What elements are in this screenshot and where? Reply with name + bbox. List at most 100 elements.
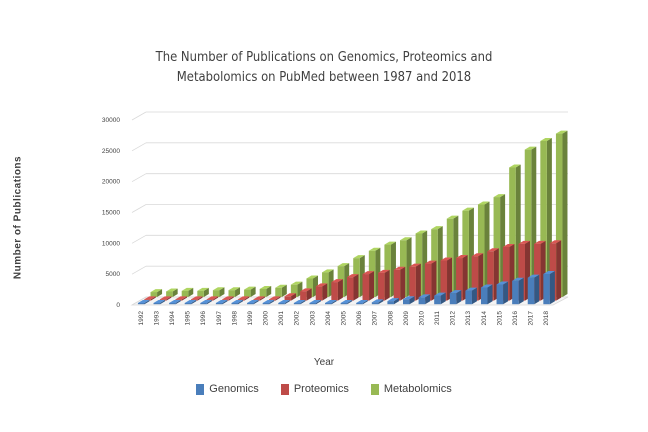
bar-genomics xyxy=(262,303,270,305)
gridline-side xyxy=(131,204,147,213)
gridline-side xyxy=(131,265,147,275)
bar-proteomics xyxy=(300,291,307,301)
bar-metabolomics-top xyxy=(555,130,568,134)
bar-genomics-top xyxy=(434,292,446,296)
legend: Genomics Proteomics Metabolomics xyxy=(0,383,648,395)
bar-genomics xyxy=(527,277,535,305)
y-tick-label: 30000 xyxy=(102,117,120,124)
bar-proteomics-side xyxy=(337,279,343,301)
bar-metabolomics-top xyxy=(259,285,272,289)
legend-label-genomics: Genomics xyxy=(209,383,259,395)
bar-proteomics xyxy=(284,296,292,301)
x-tick-label: 2005 xyxy=(341,311,348,326)
bar-proteomics-top xyxy=(268,296,281,300)
bar-genomics-side xyxy=(534,274,540,305)
bar-proteomics-top xyxy=(222,296,234,300)
bar-metabolomics xyxy=(150,292,158,297)
bar-genomics-side xyxy=(253,300,259,305)
bar-genomics-top xyxy=(418,294,431,298)
x-tick-label: 2001 xyxy=(278,311,285,326)
x-tick-label: 1999 xyxy=(247,311,254,326)
bar-genomics-top xyxy=(247,300,259,303)
x-tick-label: 1992 xyxy=(138,311,145,326)
gridline-side xyxy=(131,173,147,183)
bar-proteomics-side xyxy=(322,283,328,301)
legend-swatch-proteomics xyxy=(280,383,289,395)
bar-genomics-side xyxy=(284,300,290,305)
x-tick-label: 2011 xyxy=(434,311,441,325)
bar-metabolomics-top xyxy=(322,269,334,273)
bar-metabolomics-top xyxy=(212,287,225,291)
x-tick-label: 2013 xyxy=(465,311,472,326)
bar-metabolomics-top xyxy=(509,164,521,168)
bar-genomics-top xyxy=(356,299,368,303)
x-tick-label: 2004 xyxy=(325,311,332,326)
gridline-side xyxy=(131,142,147,152)
bar-metabolomics-side xyxy=(157,289,163,297)
x-tick-label: 2015 xyxy=(496,311,503,326)
legend-item-genomics: Genomics xyxy=(196,383,259,395)
bar-metabolomics xyxy=(509,167,516,297)
bar-proteomics-side xyxy=(213,296,219,301)
bar-genomics-top xyxy=(465,287,477,291)
bar-proteomics-side xyxy=(244,296,250,301)
bar-genomics-top xyxy=(153,300,166,303)
bar-proteomics-top xyxy=(206,296,219,300)
bar-proteomics xyxy=(315,286,323,301)
x-tick-label: 2010 xyxy=(418,311,425,326)
chart-title-line-2: Metabolomics on PubMed between 1987 and … xyxy=(176,69,472,85)
bar-genomics-side xyxy=(549,270,555,305)
bar-proteomics-top xyxy=(331,279,343,283)
bar-metabolomics xyxy=(524,149,532,297)
x-tick-label: 1996 xyxy=(200,311,207,326)
bar-genomics xyxy=(387,301,394,305)
bar-genomics-side xyxy=(347,300,353,305)
x-tick-label: 2009 xyxy=(403,311,410,326)
bar-metabolomics-top xyxy=(166,288,178,292)
bar-metabolomics xyxy=(166,291,173,297)
bar-genomics-top xyxy=(262,300,275,303)
x-tick-label: 2007 xyxy=(372,311,379,326)
bar-proteomics xyxy=(534,243,541,301)
bar-genomics-side xyxy=(378,299,384,305)
bar-genomics xyxy=(309,303,316,305)
bar-metabolomics-side xyxy=(188,287,194,297)
bar-metabolomics-top xyxy=(150,289,163,293)
x-tick-label: 2000 xyxy=(263,311,270,326)
bar-genomics-side xyxy=(440,292,446,305)
bar-genomics xyxy=(543,273,550,305)
bar-metabolomics-top xyxy=(540,137,552,141)
x-tick-label: 1997 xyxy=(216,311,223,326)
x-axis-label: Year xyxy=(313,357,335,368)
bar-metabolomics-top xyxy=(290,281,303,285)
bar-proteomics-side xyxy=(353,274,359,301)
bar-proteomics xyxy=(502,246,510,301)
x-tick-label: 2008 xyxy=(387,311,394,326)
bar-proteomics-side xyxy=(431,260,437,301)
bar-genomics-side xyxy=(160,300,166,305)
bar-genomics-side xyxy=(191,300,197,305)
bar-genomics-side xyxy=(300,300,306,305)
bar-genomics-side xyxy=(315,300,321,305)
bar-genomics xyxy=(293,303,301,305)
bar-proteomics xyxy=(471,256,479,301)
bar-proteomics-top xyxy=(237,296,250,300)
bar-genomics-top xyxy=(215,300,228,303)
bar-genomics-top xyxy=(527,274,540,278)
bar-metabolomics-top xyxy=(244,286,256,290)
bar-genomics-top xyxy=(309,300,321,303)
bar-proteomics-top xyxy=(300,288,312,292)
bar-genomics xyxy=(169,303,176,305)
bar-genomics-side xyxy=(518,277,524,305)
bar-proteomics-side xyxy=(259,296,265,301)
bar-proteomics-top xyxy=(534,240,546,244)
bar-genomics-top xyxy=(169,300,181,303)
bar-metabolomics-side xyxy=(266,285,272,297)
bar-metabolomics xyxy=(212,290,220,297)
bar-proteomics xyxy=(331,282,338,301)
bar-proteomics xyxy=(409,266,416,301)
bar-metabolomics-side xyxy=(562,130,568,297)
bar-genomics-side xyxy=(503,281,509,305)
